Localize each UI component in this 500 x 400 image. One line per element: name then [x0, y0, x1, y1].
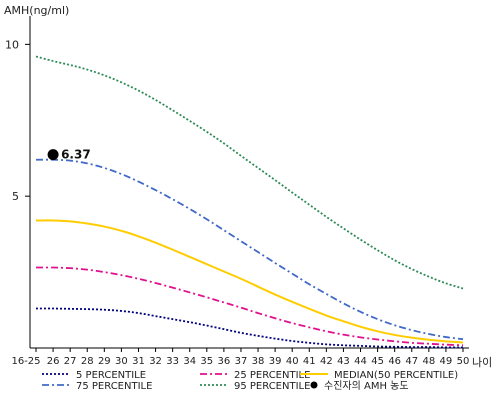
x-tick-label: 28: [81, 356, 94, 367]
x-tick-label: 33: [166, 356, 179, 367]
legend-label: 수진자의 AMH 농도: [324, 380, 409, 392]
x-axis-unit: 나이: [472, 356, 492, 369]
x-tick-label: 44: [354, 356, 367, 367]
x-tick-label: 30: [115, 356, 128, 367]
x-tick-label: 37: [235, 356, 248, 367]
patient-amh-value-label: 6.37: [61, 148, 91, 162]
x-tick-label: 50: [457, 356, 470, 367]
patient-amh-point: [47, 149, 59, 161]
x-tick-label: 27: [64, 356, 77, 367]
legend-label: 75 PERCENTILE: [76, 381, 152, 392]
series-line-95-percentile: [35, 55, 464, 290]
series-line-75-percentile: [35, 158, 464, 341]
legend-swatch-patient: [310, 381, 318, 389]
y-tick-label: 5: [12, 190, 19, 203]
legend-label: MEDIAN(50 PERCENTILE): [334, 370, 458, 381]
x-tick-label: 29: [98, 356, 111, 367]
x-tick-label: 46: [388, 356, 401, 367]
x-tick-label: 31: [132, 356, 145, 367]
x-tick-label: 48: [422, 356, 435, 367]
x-tick-label: 38: [252, 356, 265, 367]
x-tick-label: 40: [286, 356, 299, 367]
series-line-25-percentile: [35, 266, 464, 347]
axes: 5 10 16-25 26 27 28 29 30 31 32 33 34 35 36 37 38 39 40 41…: [5, 16, 469, 367]
y-axis-title: AMH(ng/ml): [4, 4, 69, 17]
legend-label: 95 PERCENTILE: [234, 381, 310, 392]
x-tick-label: 32: [149, 356, 162, 367]
x-tick-label: 16-25: [11, 356, 40, 367]
x-tick-label: 35: [200, 356, 213, 367]
x-tick-label: 39: [269, 356, 282, 367]
x-tick-label: 34: [183, 356, 196, 367]
series-line-5-percentile: [35, 307, 464, 349]
x-tick-label: 36: [218, 356, 231, 367]
patient-layer: 6.37: [47, 148, 91, 162]
legend-label: 25 PERCENTILE: [234, 370, 310, 381]
x-tick-label: 26: [47, 356, 60, 367]
legend-label: 5 PERCENTILE: [76, 370, 146, 381]
legend: 5 PERCENTILE 25 PERCENTILE MEDIAN(50 PERCE…: [42, 370, 458, 392]
x-tick-label: 43: [337, 356, 350, 367]
x-tick-label: 47: [405, 356, 418, 367]
x-tick-label: 42: [320, 356, 333, 367]
x-tick-label: 49: [440, 356, 453, 367]
series-layer: [35, 55, 464, 349]
x-tick-label: 45: [371, 356, 384, 367]
series-line-median-50-percentile: [35, 219, 464, 344]
y-tick-label: 10: [5, 38, 19, 51]
x-tick-label: 41: [303, 356, 316, 367]
